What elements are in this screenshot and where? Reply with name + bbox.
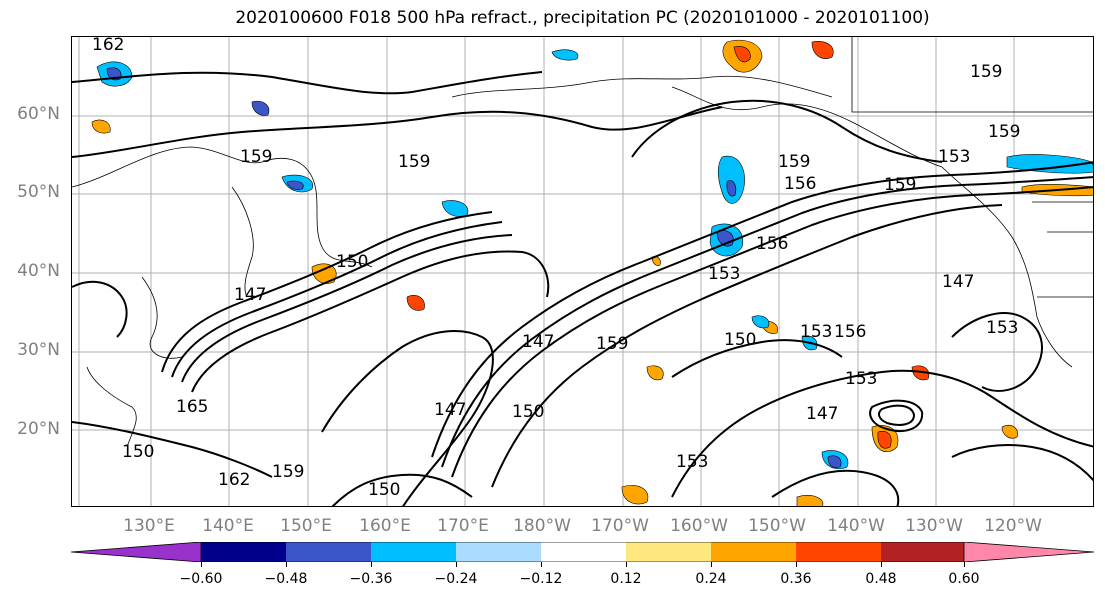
lon-label-120w: 120°W bbox=[984, 516, 1042, 536]
contour-label: 153 bbox=[676, 452, 708, 472]
colorbar-segment bbox=[71, 542, 202, 562]
contour-label: 159 bbox=[970, 62, 1002, 82]
coastlines bbox=[72, 37, 1093, 448]
contour-label: 147 bbox=[806, 404, 838, 424]
contour-label: 159 bbox=[272, 462, 304, 482]
contour-label: 147 bbox=[234, 285, 266, 305]
lon-label-150w: 150°W bbox=[748, 516, 806, 536]
colorbar-segment bbox=[626, 542, 711, 562]
lat-label-50n: 50°N bbox=[17, 182, 60, 202]
contour-label: 153 bbox=[800, 322, 832, 342]
contour-label: 150 bbox=[122, 442, 154, 462]
lon-label-140w: 140°W bbox=[827, 516, 885, 536]
colorbar-segment bbox=[796, 542, 881, 562]
colorbar-tick-label: −0.36 bbox=[349, 571, 393, 587]
contour-labels: 162 159 159 159 159 159 159 159 156 156 … bbox=[92, 37, 1020, 500]
lon-label-150e: 150°E bbox=[280, 516, 332, 536]
contour-label: 159 bbox=[240, 147, 272, 167]
colorbar-tick-label: −0.12 bbox=[519, 571, 563, 587]
colorbar-segment bbox=[541, 542, 626, 562]
contour-label: 156 bbox=[834, 322, 866, 342]
contour-label: 159 bbox=[596, 334, 628, 354]
contour-label: 153 bbox=[986, 318, 1018, 338]
colorbar-segment bbox=[881, 542, 966, 562]
contour-label: 162 bbox=[218, 470, 250, 490]
lon-label-170e: 170°E bbox=[437, 516, 489, 536]
colorbar-segment bbox=[711, 542, 796, 562]
contour-label: 147 bbox=[522, 332, 554, 352]
contour-label: 162 bbox=[92, 37, 124, 55]
colorbar-segment bbox=[963, 542, 1094, 562]
contour-label: 150 bbox=[724, 330, 756, 350]
colorbar-tick-label: −0.24 bbox=[434, 571, 478, 587]
colorbar-tick-label: 0.12 bbox=[610, 571, 642, 587]
precip-patches bbox=[91, 39, 1093, 506]
contour-label: 153 bbox=[938, 147, 970, 167]
lon-label-130e: 130°E bbox=[123, 516, 175, 536]
lon-label-130w: 130°W bbox=[905, 516, 963, 536]
contour-label: 159 bbox=[778, 152, 810, 172]
lon-label-160e: 160°E bbox=[359, 516, 411, 536]
colorbar-tick-label: 0.60 bbox=[948, 571, 980, 587]
contour-label: 153 bbox=[845, 369, 877, 389]
colorbar-segment bbox=[371, 542, 456, 562]
contour-label: 156 bbox=[756, 234, 788, 254]
refractivity-contours bbox=[72, 71, 1093, 506]
contour-label: 147 bbox=[942, 272, 974, 292]
lat-label-20n: 20°N bbox=[17, 419, 60, 439]
lat-label-40n: 40°N bbox=[17, 261, 60, 281]
contour-label: 159 bbox=[398, 152, 430, 172]
lat-label-60n: 60°N bbox=[17, 104, 60, 124]
contour-label: 150 bbox=[336, 252, 368, 272]
lat-label-30n: 30°N bbox=[17, 340, 60, 360]
contour-label: 153 bbox=[708, 264, 740, 284]
lon-label-180w: 180°W bbox=[513, 516, 571, 536]
colorbar-segment bbox=[286, 542, 371, 562]
lon-label-160w: 160°W bbox=[670, 516, 728, 536]
colorbar-tick-label: 0.48 bbox=[865, 571, 897, 587]
contour-label: 156 bbox=[784, 174, 816, 194]
map-title: 2020100600 F018 500 hPa refract., precip… bbox=[235, 8, 930, 28]
contour-label: 150 bbox=[512, 402, 544, 422]
colorbar-tick-label: −0.60 bbox=[179, 571, 223, 587]
colorbar bbox=[71, 542, 1094, 562]
contour-label: 159 bbox=[884, 175, 916, 195]
colorbar-segment bbox=[201, 542, 286, 562]
contour-label: 147 bbox=[434, 400, 466, 420]
contour-label: 159 bbox=[988, 122, 1020, 142]
colorbar-tick-label: −0.48 bbox=[264, 571, 308, 587]
colorbar-tick-label: 0.36 bbox=[780, 571, 812, 587]
lon-label-170w: 170°W bbox=[591, 516, 649, 536]
gridlines bbox=[72, 37, 1093, 506]
lon-label-140e: 140°E bbox=[202, 516, 254, 536]
map-canvas: 162 159 159 159 159 159 159 159 156 156 … bbox=[72, 37, 1093, 506]
colorbar-tick-label: 0.24 bbox=[695, 571, 727, 587]
contour-label: 165 bbox=[176, 397, 208, 417]
map-panel: 162 159 159 159 159 159 159 159 156 156 … bbox=[71, 36, 1094, 507]
contour-label: 150 bbox=[368, 480, 400, 500]
colorbar-segment bbox=[456, 542, 541, 562]
